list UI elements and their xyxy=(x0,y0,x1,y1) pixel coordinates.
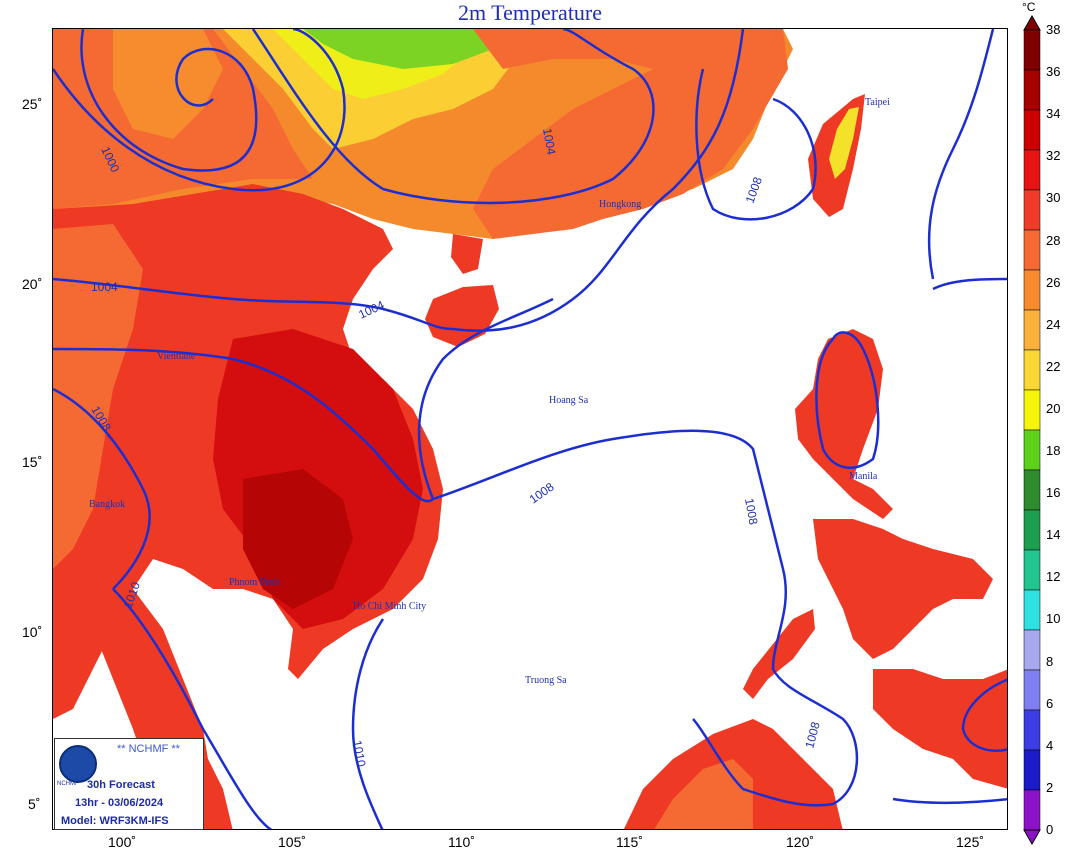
map-title: 2m Temperature xyxy=(457,0,603,25)
legend-top-arrow xyxy=(1023,14,1041,31)
legend-swatch xyxy=(1023,349,1041,391)
city-taipei: Taipei xyxy=(865,97,890,108)
legend-bottom-arrow xyxy=(1023,829,1041,846)
legend-tick: 34 xyxy=(1046,106,1061,122)
x-tick-120: 120˚ xyxy=(786,834,815,850)
legend-tick: 28 xyxy=(1046,232,1061,248)
y-tick-5: 5˚ xyxy=(28,796,41,812)
mindanao-island xyxy=(873,669,1007,789)
legend-swatch xyxy=(1023,669,1041,711)
temperature-map: 1000 1004 1004 1004 1008 1008 1008 1008 … xyxy=(52,28,1008,830)
forecast-time: 13hr - 03/06/2024 xyxy=(75,797,164,809)
city-bangkok: Bangkok xyxy=(89,499,126,510)
legend-tick: 8 xyxy=(1046,653,1054,669)
legend-tick: 30 xyxy=(1046,190,1061,206)
legend-tick: 24 xyxy=(1046,316,1061,332)
legend-swatch xyxy=(1023,69,1041,111)
x-tick-105: 105˚ xyxy=(278,834,307,850)
isobar-label-1010-b: 1010 xyxy=(350,739,368,768)
legend-tick: 22 xyxy=(1046,358,1061,374)
china-south-coast xyxy=(473,29,788,239)
x-tick-125: 125˚ xyxy=(956,834,985,850)
legend-tick: 20 xyxy=(1046,400,1061,416)
city-phnom-penh: Phnom Penh xyxy=(229,577,280,588)
legend-tick: 14 xyxy=(1046,527,1061,543)
city-hoang-sa: Hoang Sa xyxy=(549,395,589,406)
temperature-legend: °C 38 36 34 32 30 28 26 24 22 20 18 16 14 12 10 8 6 4 2 0 xyxy=(1018,0,1080,854)
legend-tick: 12 xyxy=(1046,569,1061,585)
legend-tick: 32 xyxy=(1046,148,1061,164)
orange-light-band xyxy=(113,29,223,139)
isobar-label-1008-e: 1008 xyxy=(802,720,823,750)
city-truong-sa: Truong Sa xyxy=(525,675,567,686)
city-vientiane: Vientiane xyxy=(157,351,196,362)
isobar-label-1004-a: 1004 xyxy=(540,127,558,156)
nchmf-logo-icon xyxy=(59,745,97,783)
legend-swatch xyxy=(1023,749,1041,791)
legend-swatch xyxy=(1023,509,1041,551)
legend-swatch xyxy=(1023,429,1041,471)
model-name: Model: WRF3KM-IFS xyxy=(61,815,169,827)
map-canvas: 1000 1004 1004 1004 1008 1008 1008 1008 … xyxy=(53,29,1007,829)
legend-tick: 38 xyxy=(1046,22,1061,37)
legend-tick: 26 xyxy=(1046,274,1061,290)
legend-swatch xyxy=(1023,29,1041,71)
y-tick-15: 15˚ xyxy=(22,454,43,470)
isobar-label-1004-b: 1004 xyxy=(91,280,118,294)
palawan-island xyxy=(743,609,815,699)
y-tick-25: 25˚ xyxy=(22,96,43,112)
cambodia-hot-core xyxy=(243,469,353,609)
leizhou-peninsula xyxy=(451,234,483,274)
legend-swatch xyxy=(1023,789,1041,831)
myanmar-west xyxy=(53,224,143,569)
legend-swatch xyxy=(1023,109,1041,151)
legend-tick: 36 xyxy=(1046,64,1061,80)
legend-swatch xyxy=(1023,309,1041,351)
legend-swatch xyxy=(1023,709,1041,751)
y-tick-10: 10˚ xyxy=(22,624,43,640)
legend-swatch xyxy=(1023,189,1041,231)
x-tick-110: 110˚ xyxy=(448,834,475,850)
legend-tick: 0 xyxy=(1046,822,1054,837)
forecast-horizon: 30h Forecast xyxy=(87,779,155,791)
city-hongkong: Hongkong xyxy=(599,199,642,210)
taiwan-cool-core xyxy=(829,107,859,179)
legend-tick: 6 xyxy=(1046,695,1054,711)
legend-swatch xyxy=(1023,229,1041,271)
legend-tick: 16 xyxy=(1046,485,1061,501)
legend-swatch xyxy=(1023,269,1041,311)
legend-swatch xyxy=(1023,589,1041,631)
city-manila: Manila xyxy=(849,471,878,482)
luzon-island xyxy=(795,329,893,519)
legend-tick: 10 xyxy=(1046,611,1061,627)
logo-caption: NCHMF xyxy=(57,781,79,787)
legend-tick: 18 xyxy=(1046,443,1061,459)
legend-tick: 2 xyxy=(1046,779,1054,795)
borneo-orange xyxy=(654,759,753,829)
x-tick-100: 100˚ xyxy=(108,834,137,850)
legend-swatch xyxy=(1023,149,1041,191)
isobar-lines xyxy=(53,29,1007,829)
legend-swatch xyxy=(1023,549,1041,591)
legend-unit: °C xyxy=(1022,0,1036,14)
org-name: ** NCHMF ** xyxy=(117,743,180,755)
green-band xyxy=(303,29,493,69)
isobar-label-1008-d: 1008 xyxy=(742,497,760,526)
city-ho-chi-minh: Ho Chi Minh City xyxy=(353,601,427,612)
visayas-islands xyxy=(813,519,993,659)
legend-colorbar xyxy=(1023,14,1041,846)
legend-tick: 4 xyxy=(1046,737,1054,753)
forecast-info-box: NCHMF ** NCHMF ** 30h Forecast 13hr - 03… xyxy=(54,738,204,830)
y-tick-20: 20˚ xyxy=(22,276,43,292)
x-tick-115: 115˚ xyxy=(616,834,643,850)
legend-swatch xyxy=(1023,389,1041,431)
legend-swatch xyxy=(1023,629,1041,671)
legend-swatch xyxy=(1023,469,1041,511)
